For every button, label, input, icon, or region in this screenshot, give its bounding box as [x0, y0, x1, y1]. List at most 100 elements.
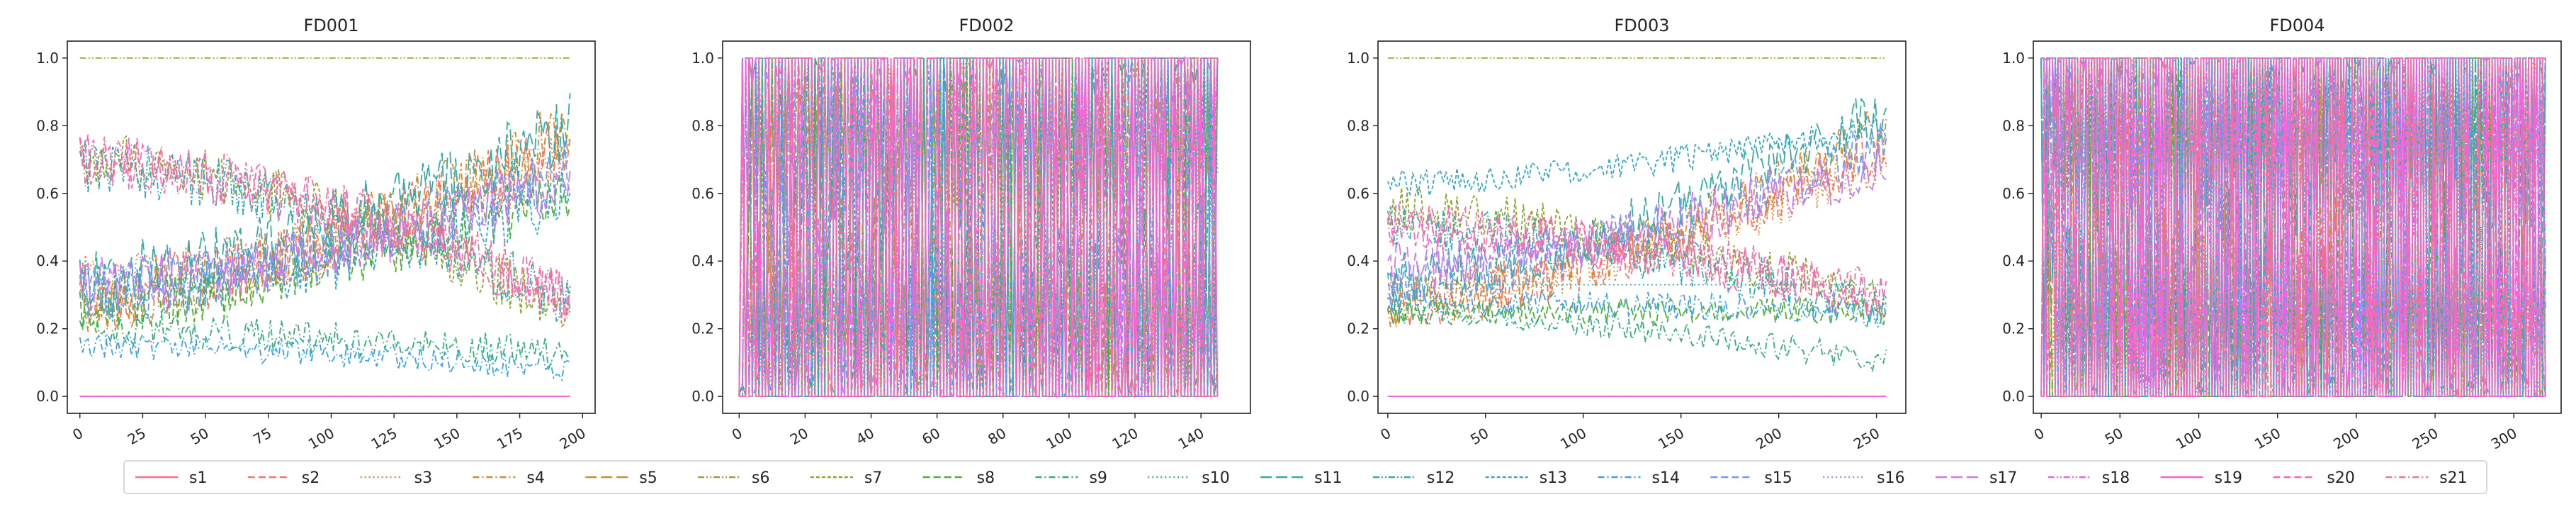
y-tick-label: 0.0	[36, 388, 59, 405]
legend-item-s7: s7	[810, 469, 882, 487]
legend-item-s4: s4	[473, 469, 545, 487]
x-tick-label: 80	[985, 425, 1009, 449]
x-tick-label: 175	[494, 425, 526, 453]
x-tick-label: 200	[557, 425, 589, 453]
legend: s1 s2 s3 s4 s5 s6 s7 s8 s9 s10 s11 s12 s13 s14 s15 s16 s…	[123, 460, 2487, 494]
series-line-s9	[79, 311, 570, 371]
y-tick-label: 0.0	[691, 388, 714, 405]
legend-item-s15: s15	[1710, 469, 1792, 487]
y-tick-label: 0.6	[36, 185, 59, 202]
series-line-s14	[79, 331, 570, 382]
x-tick-label: 150	[2252, 425, 2283, 453]
series-line-s11	[79, 93, 571, 311]
y-tick-label: 0.4	[36, 252, 59, 269]
series-line-s20	[739, 57, 1218, 397]
y-tick-label: 0.4	[1347, 252, 1369, 269]
y-tick-label: 0.8	[1347, 117, 1369, 134]
y-tick-label: 0.6	[2002, 185, 2025, 202]
series-group	[79, 57, 571, 397]
series-line-s11	[738, 57, 1219, 398]
legend-item-s19: s19	[2160, 469, 2242, 487]
x-tick-label: 100	[305, 425, 337, 453]
x-tick-label: 50	[188, 425, 212, 449]
x-tick-label: 60	[919, 425, 943, 449]
subplot-title: FD001	[303, 16, 358, 35]
legend-label: s2	[302, 469, 320, 487]
y-tick-label: 1.0	[36, 50, 59, 67]
x-tick-label: 150	[431, 425, 463, 453]
subplot-title: FD003	[1614, 16, 1669, 35]
series-line-s13	[79, 168, 571, 322]
x-tick-label: 0	[1377, 425, 1394, 444]
x-tick-label: 200	[2330, 425, 2362, 453]
legend-label: s4	[526, 469, 544, 487]
x-tick-label: 20	[787, 425, 811, 449]
subplot-title: FD004	[2269, 16, 2324, 35]
series-line-s17	[79, 164, 571, 312]
y-tick-label: 0.8	[2002, 117, 2025, 134]
series-line-s15	[1386, 123, 1887, 305]
series-line-s17	[1387, 145, 1887, 292]
legend-label: s1	[189, 469, 207, 487]
series-line-s14	[1387, 288, 1887, 324]
legend-label: s8	[977, 469, 995, 487]
legend-item-s5: s5	[585, 469, 657, 487]
y-tick-label: 0.2	[2002, 320, 2025, 337]
legend-item-s11: s11	[1260, 469, 1343, 487]
series-group	[738, 55, 1219, 399]
y-tick-label: 0.6	[691, 185, 714, 202]
x-tick-label: 25	[125, 425, 149, 449]
y-tick-label: 0.2	[691, 320, 714, 337]
legend-item-s2: s2	[247, 469, 320, 487]
y-tick-label: 0.4	[2002, 252, 2025, 269]
x-tick-label: 100	[1557, 425, 1589, 453]
subplot-fd003: FD003 0.0 0.2 0.4 0.6 0.8 1.0 0 50 100 150 200 250	[1347, 16, 1906, 452]
legend-item-s9: s9	[1035, 469, 1107, 487]
legend-label: s18	[2102, 469, 2130, 487]
series-line-s19	[738, 55, 1219, 397]
x-tick-label: 300	[2488, 425, 2520, 453]
y-tick-label: 0.2	[1347, 320, 1369, 337]
legend-item-s6: s6	[698, 469, 770, 487]
axes-frame	[722, 40, 1251, 414]
series-group	[2040, 56, 2546, 399]
x-tick-label: 250	[2410, 425, 2441, 453]
legend-label: s20	[2327, 469, 2354, 487]
series-line-s11	[1387, 97, 1887, 303]
legend-label: s3	[414, 469, 432, 487]
series-line-s12	[79, 139, 571, 323]
y-tick-label: 0.2	[36, 320, 59, 337]
legend-item-s21: s21	[2385, 469, 2468, 487]
legend-label: s17	[1989, 469, 2017, 487]
series-line-s9	[1386, 298, 1887, 372]
legend-item-s1: s1	[135, 469, 207, 487]
y-tick-label: 0.8	[691, 117, 714, 134]
series-line-s8	[79, 169, 571, 333]
series-line-s15	[79, 139, 571, 320]
x-tick-label: 0	[729, 425, 745, 444]
legend-item-s16: s16	[1823, 469, 1905, 487]
legend-label: s13	[1540, 469, 1567, 487]
legend-item-s13: s13	[1485, 469, 1567, 487]
legend-label: s6	[752, 469, 769, 487]
y-tick-label: 0.8	[36, 117, 59, 134]
series-line-s16	[738, 57, 1219, 397]
series-line-s18	[739, 57, 1219, 397]
x-tick-label: 50	[1467, 425, 1491, 449]
x-tick-label: 200	[1753, 425, 1785, 453]
subplot-fd001: FD001 0.0 0.2 0.4 0.6 0.8 1.0 0 25 50 75 100 125 150 1…	[36, 16, 596, 453]
x-tick-label: 100	[2173, 425, 2205, 453]
legend-box	[123, 460, 2487, 494]
x-tick-label: 50	[2102, 425, 2126, 449]
series-line-s14	[2040, 57, 2546, 397]
legend-label: s5	[639, 469, 657, 487]
legend-label: s16	[1877, 469, 1904, 487]
series-line-s21	[738, 57, 1218, 398]
series-line-s3	[1386, 138, 1887, 312]
legend-label: s9	[1089, 469, 1107, 487]
legend-label: s19	[2215, 469, 2242, 487]
series-line-s14	[738, 57, 1219, 397]
subplot-fd004: FD004 0.0 0.2 0.4 0.6 0.8 1.0 0 50 100 150 200 250 30…	[2002, 16, 2562, 453]
legend-item-s20: s20	[2273, 469, 2355, 487]
legend-item-s18: s18	[2047, 469, 2130, 487]
